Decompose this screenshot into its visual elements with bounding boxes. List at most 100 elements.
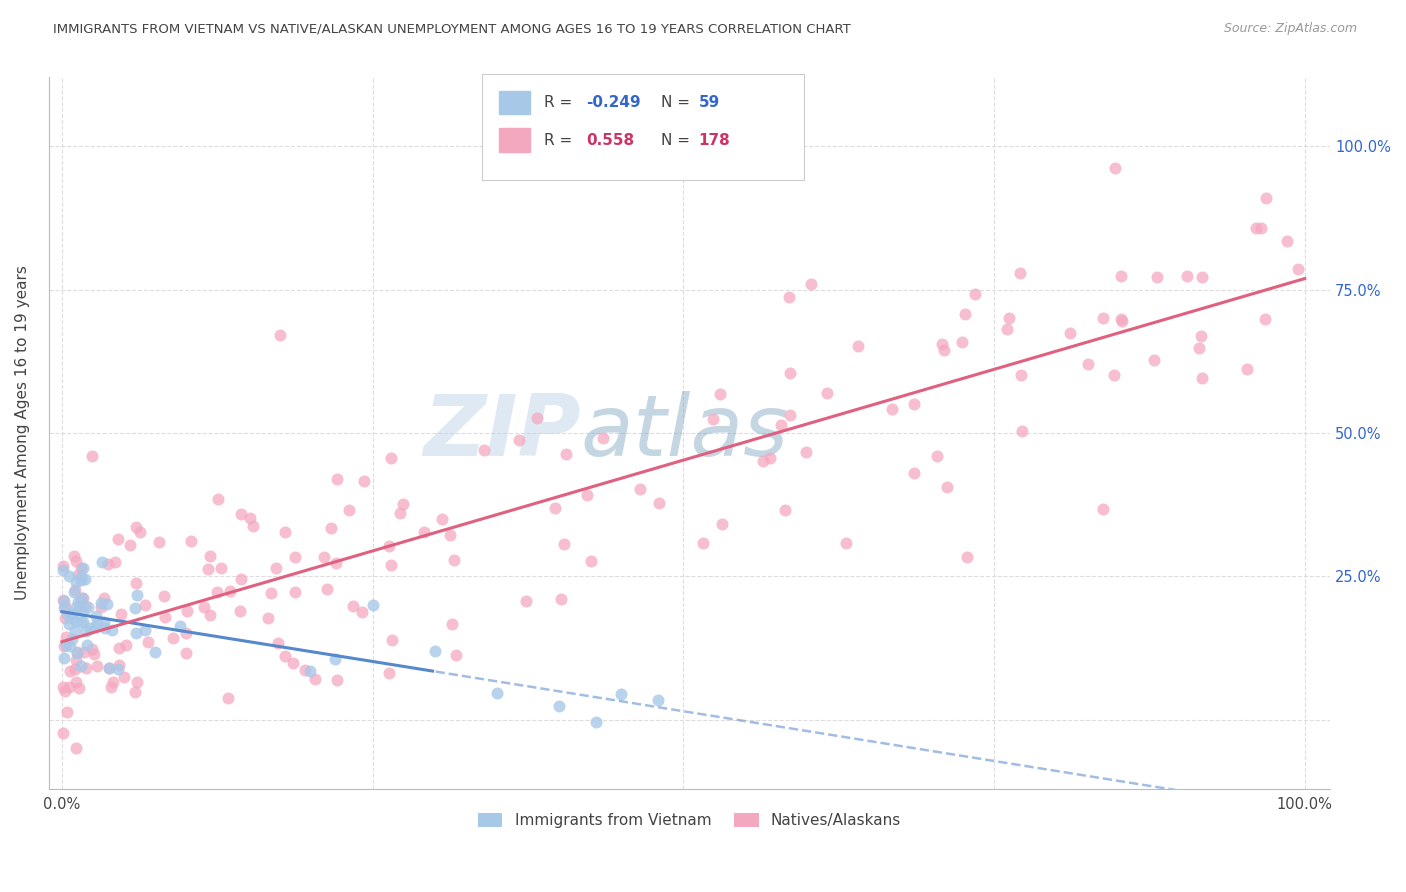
Point <box>267 636 290 650</box>
Point <box>65 554 87 568</box>
Point <box>550 592 572 607</box>
Point <box>927 449 949 463</box>
Point <box>508 434 530 448</box>
Point <box>72 561 94 575</box>
Point <box>73 572 96 586</box>
Point <box>136 634 159 648</box>
Point <box>585 715 607 730</box>
Text: 178: 178 <box>699 133 731 147</box>
Point <box>53 594 76 608</box>
Point <box>174 646 197 660</box>
Point <box>935 480 957 494</box>
Point <box>796 444 818 458</box>
Point <box>1250 221 1272 235</box>
Point <box>67 595 90 609</box>
Point <box>69 658 91 673</box>
Point <box>281 657 304 671</box>
Point <box>903 397 925 411</box>
Point <box>284 549 307 564</box>
Point <box>93 615 115 630</box>
Point <box>592 431 614 445</box>
Point <box>1286 262 1309 277</box>
Point <box>193 600 215 615</box>
Point <box>52 592 75 607</box>
Point <box>93 591 115 605</box>
Point <box>53 651 76 665</box>
Point <box>169 619 191 633</box>
Point <box>52 559 75 574</box>
Point <box>446 648 468 663</box>
Point <box>274 525 297 540</box>
Point <box>86 658 108 673</box>
Point <box>1189 329 1212 343</box>
Point <box>752 454 775 468</box>
Point <box>711 516 734 531</box>
Point <box>90 555 112 569</box>
Point <box>70 573 93 587</box>
Point <box>96 597 118 611</box>
Point <box>423 644 446 658</box>
Point <box>125 675 148 690</box>
Point <box>846 339 869 353</box>
Point <box>1275 234 1298 248</box>
Point <box>380 558 402 572</box>
Point <box>143 645 166 659</box>
Point <box>274 649 297 664</box>
Point <box>80 641 103 656</box>
Point <box>342 599 364 613</box>
Point <box>1008 267 1031 281</box>
Point <box>79 621 101 635</box>
Point <box>153 610 176 624</box>
Point <box>931 337 953 351</box>
Point <box>352 605 374 619</box>
Point <box>56 705 79 719</box>
Point <box>52 639 75 653</box>
Point <box>1077 358 1099 372</box>
Point <box>1146 269 1168 284</box>
Point <box>62 585 84 599</box>
Point <box>62 611 84 625</box>
Point <box>242 518 264 533</box>
Point <box>628 482 651 496</box>
Point <box>554 447 576 461</box>
Point <box>284 585 307 599</box>
Point <box>72 615 94 630</box>
Point <box>65 614 87 628</box>
Point <box>84 620 107 634</box>
Text: 59: 59 <box>699 95 720 110</box>
Point <box>69 599 91 614</box>
Point <box>66 567 89 582</box>
Point <box>380 633 402 648</box>
Point <box>231 572 253 586</box>
Point <box>52 726 75 740</box>
Point <box>65 675 87 690</box>
Point <box>53 610 76 624</box>
Point <box>702 412 724 426</box>
Point <box>323 652 346 666</box>
Point <box>197 562 219 576</box>
Point <box>1059 326 1081 340</box>
Point <box>304 672 326 686</box>
Point <box>1191 371 1213 385</box>
Point <box>101 674 124 689</box>
Point <box>69 681 91 696</box>
Point <box>124 685 146 699</box>
Point <box>815 385 838 400</box>
Point <box>66 646 89 660</box>
Point <box>1111 314 1133 328</box>
Point <box>932 343 955 357</box>
Text: 0.558: 0.558 <box>586 133 634 147</box>
Point <box>218 584 240 599</box>
Point <box>107 657 129 672</box>
Point <box>775 502 797 516</box>
Point <box>70 591 93 605</box>
Point <box>1143 352 1166 367</box>
Point <box>128 524 150 539</box>
Point <box>1109 311 1132 326</box>
Point <box>108 640 131 655</box>
Point <box>76 638 98 652</box>
Point <box>65 741 87 756</box>
Point <box>65 645 87 659</box>
Point <box>472 443 495 458</box>
Text: N =: N = <box>661 133 695 147</box>
